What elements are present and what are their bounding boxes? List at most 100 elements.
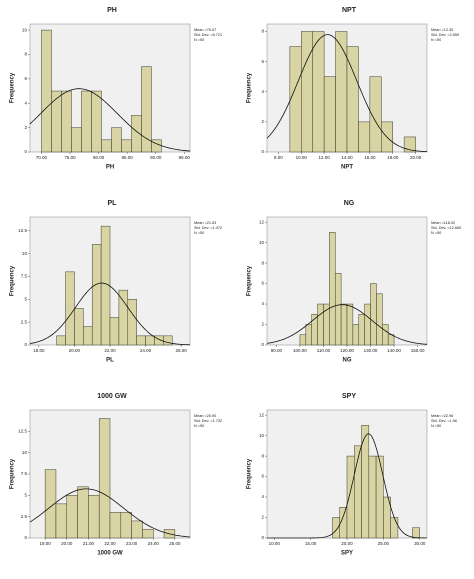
x-tick-label: 20.00	[61, 541, 73, 546]
chart-title: NPT	[342, 7, 357, 14]
histogram-bar	[136, 335, 146, 346]
normal-curve	[29, 88, 191, 152]
histogram-bar	[142, 529, 154, 539]
histogram-bar	[88, 495, 100, 539]
x-axis-label: 1000 GW	[97, 551, 123, 557]
y-tick-label: 5	[24, 296, 27, 301]
y-tick-label: 8	[261, 260, 264, 265]
x-tick-label: 100.00	[293, 348, 307, 353]
normal-curve	[29, 282, 191, 346]
x-tick-label: 120.00	[340, 348, 354, 353]
stat-label: N =50	[431, 231, 441, 235]
histogram-bar	[131, 520, 143, 539]
y-tick-label: 5	[24, 493, 27, 498]
histogram-bar	[56, 335, 66, 346]
histogram-bar	[81, 90, 92, 153]
histogram-bar	[163, 335, 173, 346]
y-tick-label: 2.5	[21, 319, 28, 324]
histogram-bar	[121, 139, 132, 153]
histogram-bar	[312, 31, 325, 153]
histogram-bar	[352, 324, 360, 346]
histogram-panel: NG 0 2 4 6 8 10 12 90.00 100.00 110.00 120.00 130.00…	[247, 200, 462, 364]
y-tick-label: 6	[261, 59, 264, 64]
y-tick-label: 6	[24, 76, 27, 81]
x-tick-label: 26.00	[175, 348, 187, 353]
y-tick-label: 7.5	[21, 471, 28, 476]
stat-label: Mean =76.57	[194, 28, 216, 32]
histogram-bar	[101, 139, 112, 153]
x-tick-label: 16.00	[364, 155, 376, 160]
stat-label: Mean =20.90	[194, 414, 216, 418]
y-tick-label: 4	[24, 100, 27, 105]
y-axis-label: Frequency	[10, 72, 16, 103]
x-tick-label: 12.00	[319, 155, 331, 160]
histogram-panel: SPY 0 2 4 6 8 10 12 10.00 15.00 20.00 25.00 30.00 SPY…	[247, 393, 457, 557]
histogram-bar	[346, 46, 359, 153]
x-tick-label: 24.00	[140, 348, 152, 353]
histogram-bar	[370, 283, 377, 346]
histogram-bar	[332, 517, 340, 539]
x-tick-label: 140.00	[387, 348, 401, 353]
x-tick-label: 25.00	[378, 541, 390, 546]
x-tick-label: 10.00	[296, 155, 308, 160]
stat-label: N =50	[194, 424, 204, 428]
y-tick-label: 0	[261, 149, 264, 154]
chart-title: NG	[344, 200, 355, 207]
y-tick-label: 10	[22, 27, 28, 32]
x-tick-label: 15.00	[305, 541, 317, 546]
histogram-bar	[109, 512, 122, 539]
y-tick-label: 0	[261, 535, 264, 540]
histogram-bar	[323, 76, 336, 153]
stat-label: N =50	[431, 424, 441, 428]
histogram-bar	[329, 232, 336, 346]
histogram-bar	[109, 317, 120, 346]
x-tick-label: 25.00	[169, 541, 181, 546]
y-tick-label: 0	[261, 342, 264, 347]
x-tick-label: 19.00	[40, 541, 52, 546]
x-tick-label: 90.00	[271, 348, 283, 353]
histogram-bar	[364, 303, 371, 346]
histogram-bar	[340, 303, 348, 346]
y-tick-label: 12.5	[18, 228, 27, 233]
y-tick-label: 8	[261, 29, 264, 34]
chart-title: PL	[108, 200, 118, 207]
stat-label: Mean =12.30	[431, 28, 453, 32]
histogram-bar	[118, 289, 129, 346]
histogram-bar	[55, 503, 68, 539]
x-axis-label: NPT	[341, 165, 353, 171]
normal-curve	[267, 433, 428, 539]
histogram-bar	[299, 334, 307, 346]
histogram-bar	[77, 486, 89, 539]
x-axis-label: SPY	[341, 551, 353, 557]
y-tick-label: 10	[259, 240, 265, 245]
x-tick-label: 75.00	[64, 155, 76, 160]
y-axis-label: Frequency	[10, 458, 16, 489]
histogram-bar	[74, 308, 84, 346]
histogram-bar	[66, 495, 78, 539]
histogram-bar	[382, 324, 389, 346]
histogram-bar	[346, 455, 355, 539]
normal-curve	[266, 34, 428, 153]
y-tick-label: 7.5	[21, 274, 28, 279]
x-tick-label: 150.00	[411, 348, 425, 353]
histogram-bar	[334, 273, 342, 346]
x-tick-label: 8.00	[274, 155, 283, 160]
y-axis-label: Frequency	[247, 265, 253, 296]
histogram-bar	[375, 455, 384, 539]
histogram-bar	[41, 29, 52, 153]
y-tick-label: 12	[259, 412, 265, 417]
x-tick-label: 20.00	[410, 155, 422, 160]
x-tick-label: 80.00	[93, 155, 105, 160]
histogram-bar	[100, 225, 111, 346]
x-axis-label: NG	[343, 358, 352, 364]
histogram-bar	[376, 293, 383, 346]
y-axis-label: Frequency	[247, 458, 253, 489]
y-tick-label: 12	[259, 219, 265, 224]
histogram-bar	[335, 31, 348, 153]
histogram-bar	[387, 334, 395, 346]
normal-curve	[266, 304, 428, 345]
histogram-bar	[91, 90, 102, 153]
histogram-bar	[127, 299, 137, 346]
